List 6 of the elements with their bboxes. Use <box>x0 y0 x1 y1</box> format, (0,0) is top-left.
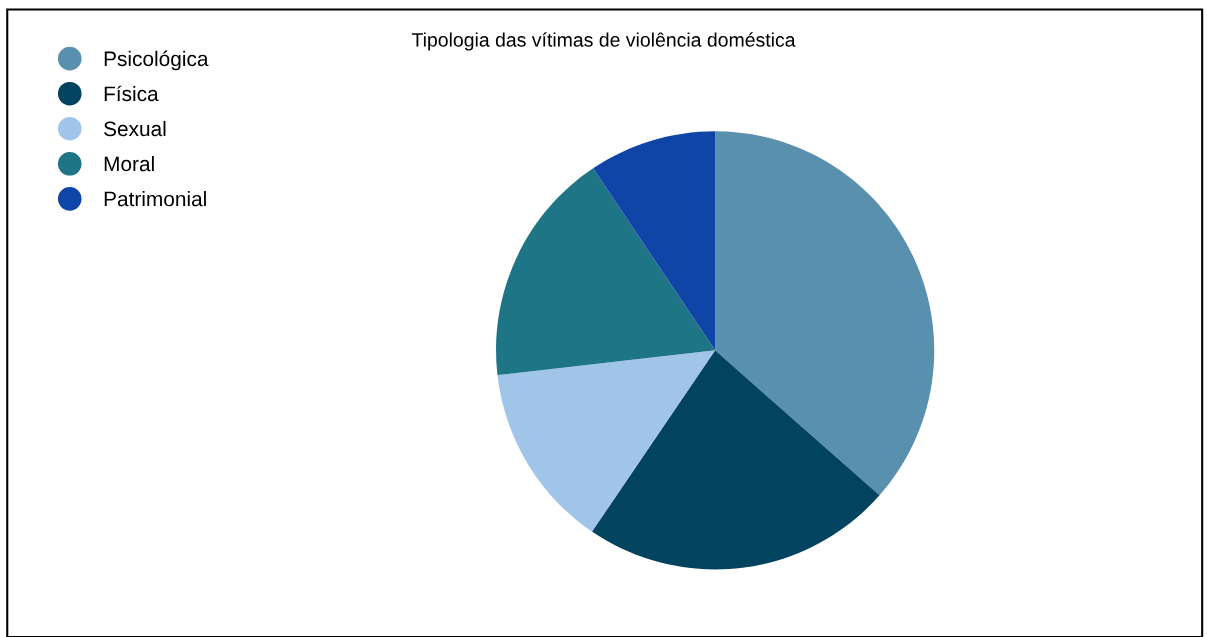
legend-label: Moral <box>104 155 154 172</box>
legend-label: Patrimonial <box>104 191 206 207</box>
legend-label: Física <box>104 85 159 102</box>
legend-label: Psicológica <box>104 50 209 71</box>
legend-label: Sexual <box>104 120 166 137</box>
chart-title: Tipologia das vítimas de violência doméstica <box>411 32 796 51</box>
